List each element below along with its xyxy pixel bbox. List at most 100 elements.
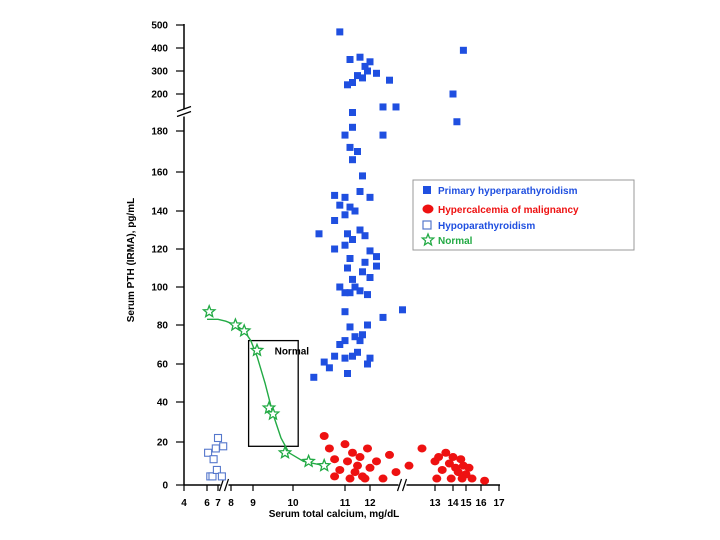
data-point (341, 354, 349, 362)
y-tick-label: 160 (151, 168, 168, 179)
data-point (349, 352, 356, 360)
legend: Primary hyperparathyroidism Hypercalcemi… (412, 179, 635, 251)
data-point (378, 474, 388, 483)
data-point (351, 207, 359, 215)
data-point (350, 468, 360, 477)
data-point (379, 103, 387, 111)
data-point (349, 109, 356, 116)
x-tick-label: 9 (250, 498, 256, 509)
normal-range-box (247, 339, 299, 447)
data-point (348, 448, 357, 457)
data-point (351, 333, 359, 341)
legend-marker-open-star (420, 232, 436, 247)
y-tick-label: 500 (151, 21, 168, 32)
data-point (336, 341, 344, 348)
data-point (366, 274, 374, 281)
x-axis-title: Serum total calcium, mg/dL (269, 509, 400, 520)
data-point (366, 58, 374, 66)
data-point (356, 337, 364, 345)
legend-item-hypoparathyroidism: Hypoparathyroidism (422, 220, 535, 232)
data-point (349, 79, 356, 86)
data-point (364, 321, 371, 329)
data-point (301, 453, 316, 468)
y-axis-break-mark (176, 110, 192, 118)
data-point (359, 74, 366, 82)
data-point (417, 444, 427, 453)
y-tick-label: 0 (162, 481, 168, 492)
y-axis-break-mark (176, 105, 192, 113)
data-point (404, 461, 414, 470)
data-point (379, 131, 387, 139)
y-tick-label: 180 (151, 127, 168, 138)
y-axis-break-gap (178, 108, 190, 117)
data-point (459, 46, 467, 54)
data-point (336, 28, 344, 36)
x-tick-label: 7 (215, 498, 221, 509)
y-tick-label: 400 (151, 44, 168, 55)
data-point (330, 472, 340, 481)
x-tick-label: 11 (340, 498, 351, 509)
data-point (341, 289, 349, 297)
x-axis-break-mark (396, 478, 403, 492)
data-point (343, 457, 352, 466)
axis-breaks (176, 105, 408, 492)
y-tick-label: 200 (151, 90, 168, 101)
x-tick-label: 16 (475, 498, 487, 509)
data-point (379, 313, 387, 321)
legend-marker-open-square (422, 220, 432, 230)
data-point (385, 450, 394, 459)
data-points (201, 28, 490, 485)
legend-marker-filled-square (423, 186, 431, 194)
y-tick-label: 40 (157, 398, 169, 409)
data-point (364, 67, 371, 75)
data-point (341, 193, 349, 201)
legend-marker-filled-circle (422, 204, 434, 214)
data-point (265, 406, 281, 421)
data-point (373, 253, 380, 261)
y-tick-label: 300 (151, 67, 168, 78)
data-point (346, 56, 354, 63)
legend-label-hypercalcemia-of-malignancy: Hypercalcemia of malignancy (438, 205, 579, 216)
x-axis-break-mark (401, 478, 408, 492)
data-point (446, 474, 456, 483)
legend-item-hypercalcemia-of-malignancy: Hypercalcemia of malignancy (422, 204, 579, 216)
data-point (349, 275, 356, 283)
legend-label-hypoparathyroidism: Hypoparathyroidism (438, 221, 535, 232)
x-axis-break-gap (398, 480, 407, 490)
data-point (456, 455, 466, 464)
data-point (324, 444, 334, 453)
x-axis-break-gap (220, 480, 229, 490)
data-point (356, 188, 364, 195)
data-point (213, 433, 223, 443)
data-point (361, 232, 369, 240)
x-axis-break-mark (223, 478, 230, 492)
data-point (448, 453, 458, 462)
data-point (208, 472, 217, 481)
data-point (444, 459, 454, 468)
data-point (355, 453, 365, 462)
x-tick-label: 4 (181, 498, 187, 509)
data-point (399, 306, 406, 314)
data-point (354, 72, 361, 80)
data-point (349, 123, 356, 131)
data-point (353, 461, 362, 470)
data-point (209, 455, 218, 464)
data-point (373, 262, 380, 270)
normal-range-label: Normal (275, 347, 310, 358)
data-point (441, 448, 451, 457)
y-tick-label: 100 (151, 283, 168, 294)
data-point (480, 476, 490, 485)
data-point (261, 400, 277, 415)
x-tick-label: 15 (460, 498, 472, 509)
data-point (392, 103, 400, 111)
data-point (331, 217, 339, 224)
data-point (315, 230, 323, 238)
data-point (341, 241, 349, 249)
y-tick-label: 60 (157, 360, 169, 371)
data-point (467, 474, 477, 483)
data-point (434, 453, 444, 462)
data-point (277, 445, 293, 460)
data-point (336, 283, 344, 291)
data-point (349, 236, 356, 243)
y-tick-label: 80 (157, 321, 169, 332)
